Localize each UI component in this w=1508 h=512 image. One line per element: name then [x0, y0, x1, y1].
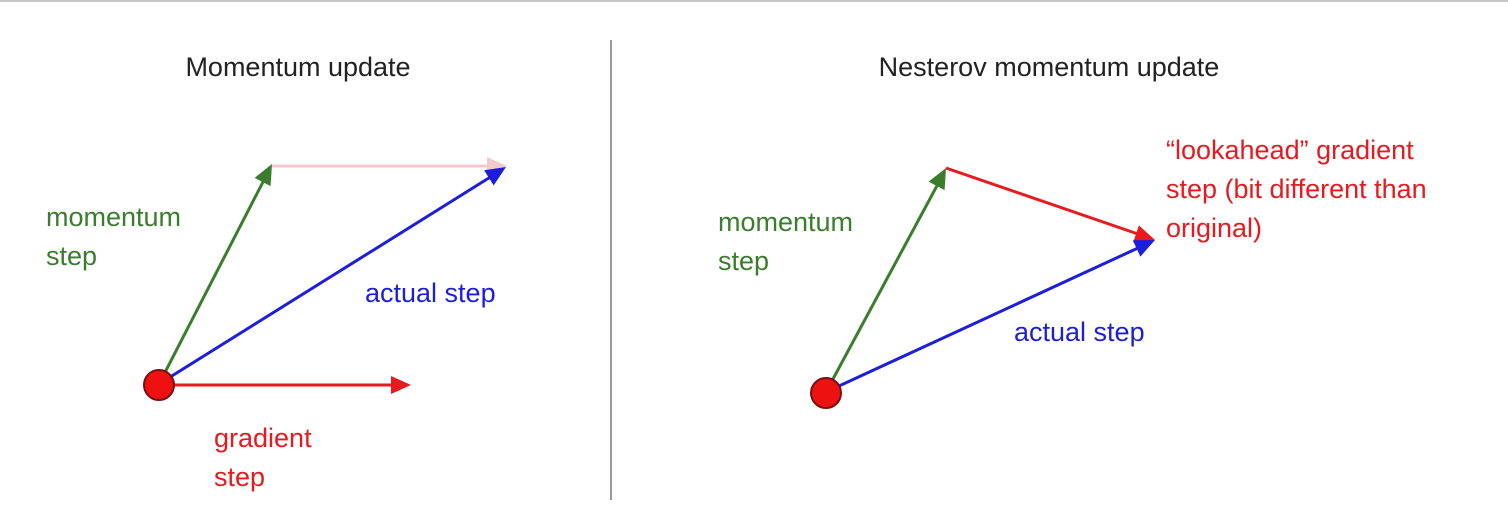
right-panel-title: Nesterov momentum update	[879, 52, 1220, 82]
actual-step-label: actual step	[365, 278, 496, 308]
start-point	[143, 369, 175, 401]
left-panel-title: Momentum update	[185, 52, 410, 82]
nesterov-momentum-step-label: momentum step	[718, 207, 861, 276]
nesterov-momentum-step-arrow	[824, 168, 946, 393]
faded-gradient-arrow	[272, 157, 507, 175]
nesterov-actual-step-arrow	[825, 240, 1155, 394]
lookahead-gradient-label: “lookahead” gradient step (bit different…	[1166, 135, 1434, 243]
left-panel: Momentum update momentum step actual ste…	[46, 52, 507, 492]
nesterov-actual-step-label: actual step	[1014, 317, 1145, 347]
right-panel: Nesterov momentum update momentum step a…	[718, 52, 1434, 409]
nesterov-start-point	[810, 377, 842, 409]
lookahead-gradient-arrow	[945, 166, 1155, 243]
actual-step-arrow	[158, 167, 506, 386]
gradient-step-label: gradient step	[214, 423, 319, 492]
momentum-step-arrow	[157, 164, 272, 385]
momentum-step-label: momentum step	[46, 202, 189, 271]
gradient-step-arrow	[159, 376, 411, 394]
